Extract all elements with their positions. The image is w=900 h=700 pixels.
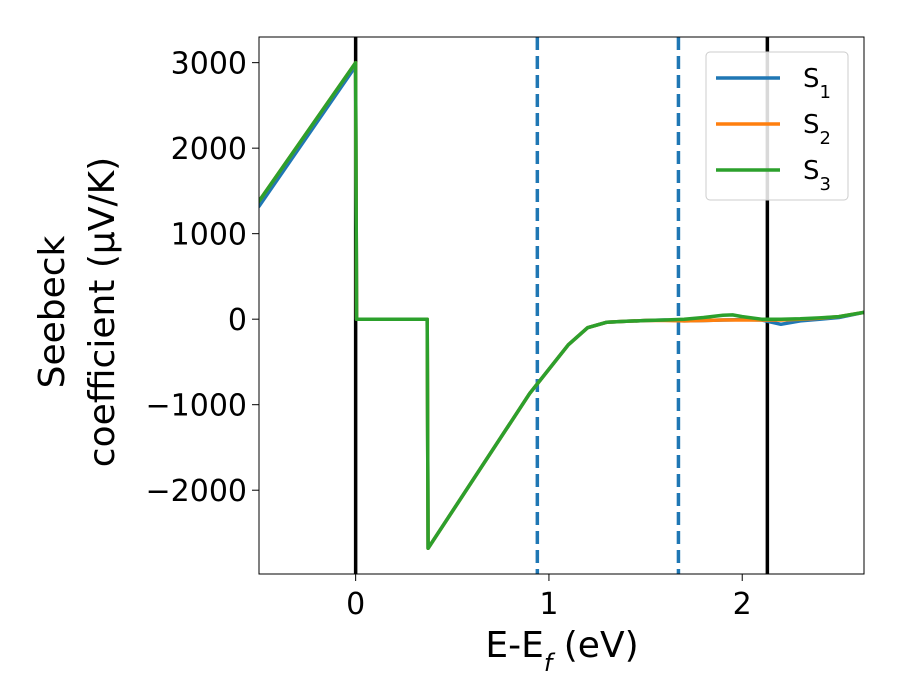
plot-frame bbox=[258, 36, 865, 575]
x-tick-label: 0 bbox=[346, 587, 365, 622]
x-tick-label: 2 bbox=[733, 587, 752, 622]
x-axis-ticks: 0 1 2 bbox=[346, 574, 752, 622]
y-tick-label: 0 bbox=[228, 303, 247, 338]
x-axis-label: E-Ef (eV) bbox=[485, 625, 638, 677]
y-tick-label: 1000 bbox=[171, 218, 247, 253]
y-tick-label: −2000 bbox=[146, 474, 247, 509]
legend-box bbox=[705, 51, 849, 201]
plot-area bbox=[258, 36, 865, 575]
legend-label-s3: S3 bbox=[803, 156, 831, 195]
y-axis-label: Seebeck coefficient (μV/K) bbox=[32, 157, 123, 467]
y-axis-ticks: −2000 −1000 0 1000 2000 3000 bbox=[146, 47, 259, 509]
series-line-s3 bbox=[259, 60, 864, 551]
x-tick-label: 1 bbox=[539, 587, 558, 622]
series-lines bbox=[259, 60, 864, 551]
y-axis-label-line1: Seebeck bbox=[32, 235, 73, 388]
legend-label-s2: S2 bbox=[803, 110, 831, 149]
y-tick-label: 3000 bbox=[171, 47, 247, 82]
legend: S1 S2 S3 bbox=[705, 51, 849, 201]
legend-label-s1: S1 bbox=[803, 64, 831, 103]
y-tick-label: −1000 bbox=[146, 389, 247, 424]
y-tick-label: 2000 bbox=[171, 132, 247, 167]
y-axis-label-line2: coefficient (μV/K) bbox=[82, 157, 123, 467]
